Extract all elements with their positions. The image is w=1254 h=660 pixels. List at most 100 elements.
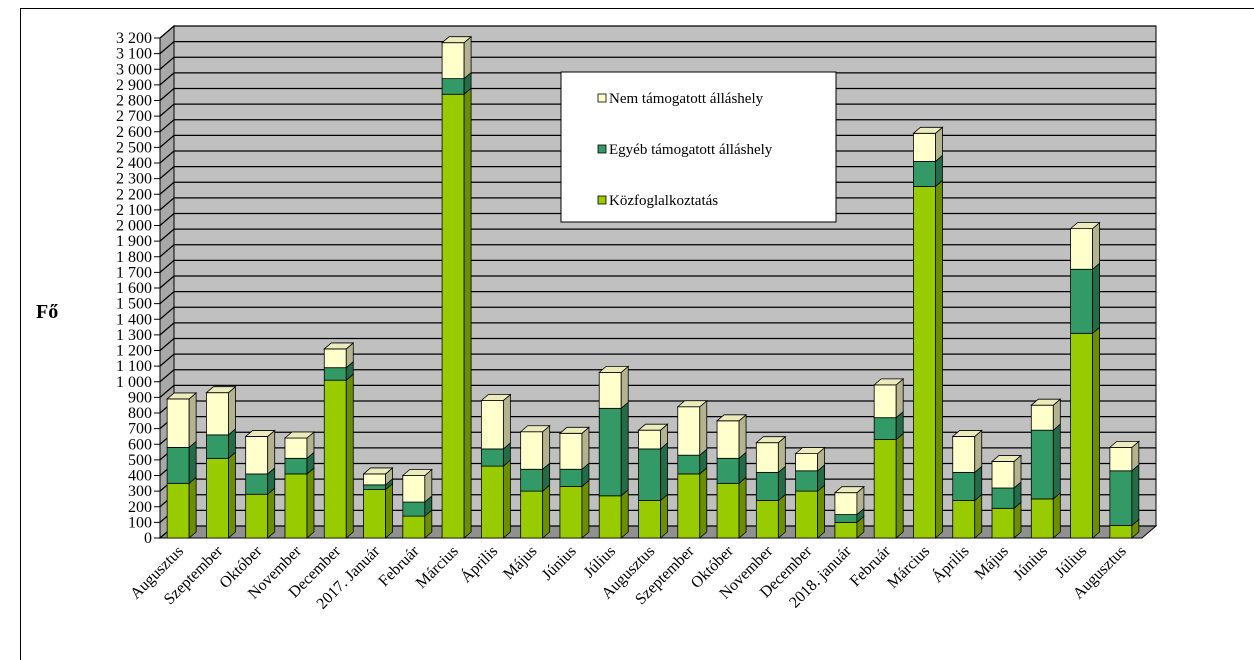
- y-tick-label: 900: [128, 389, 152, 406]
- bar-stack: [558, 426, 591, 539]
- bar-segment: [441, 42, 465, 80]
- bar-segment: [284, 457, 308, 475]
- bar-stack: [598, 365, 630, 539]
- bar-segment-side: [463, 35, 472, 80]
- gridline: [159, 306, 1156, 320]
- bar-segment: [284, 437, 308, 459]
- bar-segment: [1070, 228, 1093, 270]
- y-tick-label: 2 100: [116, 202, 152, 219]
- y-tick-label: 2 000: [116, 218, 152, 235]
- bar-segment: [991, 487, 1015, 509]
- bar-top: [1069, 222, 1101, 230]
- bar-segment-side: [620, 365, 629, 410]
- bar-segment: [913, 186, 936, 539]
- y-tick-label: 1 500: [116, 296, 152, 313]
- bar-stack: [637, 423, 669, 539]
- bar-segment: [991, 461, 1015, 489]
- bar-top: [1108, 440, 1140, 448]
- bar-segment: [363, 484, 386, 490]
- bar-segment: [677, 406, 701, 456]
- bar-segment-side: [306, 467, 315, 539]
- bar-segment: [873, 384, 897, 419]
- bar-segment: [638, 429, 661, 450]
- bar-segment: [402, 515, 426, 539]
- gridline: [159, 244, 1156, 258]
- y-tick-label: 600: [128, 436, 152, 453]
- y-tick-label: 2 300: [116, 171, 152, 188]
- bar-segment: [638, 448, 661, 501]
- bar-stack: [715, 413, 748, 539]
- bar-top: [833, 486, 865, 494]
- y-tick-label: 2 800: [116, 93, 152, 110]
- bar-segment: [834, 492, 858, 515]
- bar-stack: [833, 485, 865, 539]
- bar-segment: [363, 473, 386, 486]
- y-tick-label: 2 400: [116, 155, 152, 172]
- y-tick-label: 1 200: [116, 343, 152, 360]
- bar-segment-side: [1092, 221, 1100, 271]
- bar-segment: [441, 93, 465, 539]
- bar-segment-side: [188, 440, 197, 485]
- bar-top: [912, 126, 944, 134]
- y-tick-label: 1 000: [116, 374, 152, 391]
- y-tick-label: 1 900: [116, 233, 152, 250]
- y-tick-label: 3 100: [116, 46, 152, 63]
- y-tick-label: 2 500: [116, 139, 152, 156]
- bar-segment: [1030, 404, 1054, 431]
- bar-segment: [1109, 446, 1133, 472]
- gridline: [159, 337, 1156, 351]
- bar-segment-side: [188, 476, 197, 539]
- bar-segment: [638, 500, 661, 539]
- bar-segment-side: [974, 493, 983, 539]
- bar-stack: [873, 378, 905, 539]
- gridline: [159, 228, 1156, 242]
- bar-segment: [795, 470, 819, 492]
- y-tick-label: 100: [128, 514, 152, 531]
- bar-segment-side: [1092, 326, 1100, 539]
- gridline: [159, 259, 1156, 273]
- bar-top: [166, 392, 198, 400]
- y-tick-label: 2 200: [116, 186, 152, 203]
- bar-segment-side: [581, 426, 590, 471]
- bar-segment-side: [738, 476, 747, 539]
- bar-stack: [990, 454, 1023, 539]
- bar-segment-side: [620, 401, 629, 497]
- y-tick-label: 300: [128, 483, 152, 500]
- bar-segment: [913, 161, 936, 187]
- y-tick-label: 200: [128, 499, 152, 516]
- bar-top: [558, 426, 591, 434]
- y-tick-label: 0: [144, 530, 152, 547]
- bar-stack: [951, 429, 983, 539]
- bar-segment-side: [935, 179, 943, 539]
- gridline: [159, 322, 1156, 336]
- bar-segment-side: [542, 484, 551, 539]
- x-category-label: Március: [884, 543, 933, 592]
- bar-segment: [245, 493, 269, 539]
- bar-segment-side: [1052, 492, 1061, 539]
- bar-segment-side: [581, 479, 590, 539]
- bar-segment: [1109, 525, 1133, 539]
- bar-segment: [598, 495, 622, 539]
- bar-stack: [283, 431, 316, 539]
- bar-top: [480, 394, 512, 401]
- y-axis-title: Fő: [36, 301, 58, 323]
- bar-segment: [1070, 332, 1093, 539]
- bar-stack: [362, 467, 394, 539]
- y-tick-label: 1 800: [116, 249, 152, 266]
- bar-segment: [520, 490, 544, 539]
- legend-swatch: [597, 93, 607, 103]
- bar-segment: [991, 507, 1015, 539]
- legend-box: [560, 71, 837, 223]
- bar-stack: [441, 35, 473, 539]
- bar-segment: [795, 453, 819, 472]
- legend: Nem támogatott álláshely Egyéb támogatott…: [560, 71, 837, 223]
- bar-segment: [716, 482, 740, 539]
- bar-top: [794, 447, 826, 455]
- bar-top: [401, 469, 433, 476]
- bar-stack: [205, 385, 237, 539]
- bar-segment-side: [1092, 262, 1100, 335]
- bar-segment: [284, 473, 308, 539]
- bar-top: [441, 36, 473, 44]
- bar-top: [323, 342, 355, 350]
- x-category-label: Május: [972, 543, 1012, 583]
